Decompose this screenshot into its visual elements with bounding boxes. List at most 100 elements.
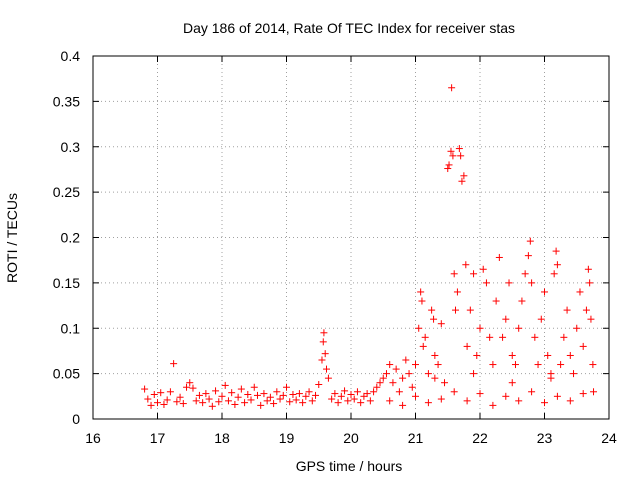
data-point <box>434 361 442 369</box>
data-point <box>347 390 355 398</box>
data-point <box>508 379 516 387</box>
data-point <box>402 356 410 364</box>
data-point <box>428 306 436 314</box>
y-tick-label: 0 <box>72 411 80 427</box>
data-point <box>444 165 452 173</box>
data-point <box>566 351 574 359</box>
data-point <box>450 388 458 396</box>
data-point <box>566 397 574 405</box>
data-point <box>299 399 307 407</box>
data-point <box>244 390 252 398</box>
data-point <box>144 395 152 403</box>
data-point <box>237 385 245 393</box>
y-tick-label: 0.3 <box>61 139 81 155</box>
data-point <box>460 172 468 180</box>
data-point <box>431 351 439 359</box>
data-point <box>173 398 181 406</box>
data-point <box>141 385 149 393</box>
data-point <box>560 333 568 341</box>
data-point <box>419 342 427 350</box>
data-point <box>515 397 523 405</box>
data-point <box>524 252 532 260</box>
data-point <box>344 397 352 405</box>
data-point <box>430 315 438 323</box>
data-point <box>511 361 519 369</box>
data-point <box>582 306 590 314</box>
chart-title: Day 186 of 2014, Rate Of TEC Index for r… <box>183 20 515 36</box>
data-point <box>589 361 597 369</box>
data-point <box>147 401 155 409</box>
x-tick-label: 18 <box>214 430 230 446</box>
data-point <box>408 383 416 391</box>
data-point <box>322 365 330 373</box>
data-point <box>205 395 213 403</box>
data-points <box>141 84 598 410</box>
data-point <box>363 390 371 398</box>
data-point <box>537 315 545 323</box>
data-point <box>170 360 178 368</box>
y-tick-label: 0.35 <box>53 93 80 109</box>
x-tick-label: 23 <box>537 430 553 446</box>
data-point <box>166 388 174 396</box>
data-point <box>308 397 316 405</box>
data-point <box>482 279 490 287</box>
x-tick-label: 21 <box>408 430 424 446</box>
data-point <box>515 324 523 332</box>
data-point <box>458 177 466 185</box>
y-tick-label: 0.25 <box>53 184 80 200</box>
data-point <box>476 390 484 398</box>
data-point <box>573 324 581 332</box>
data-point <box>547 374 555 382</box>
data-point <box>199 399 207 407</box>
data-point <box>395 388 403 396</box>
data-point <box>445 161 453 169</box>
data-point <box>247 396 255 404</box>
data-point <box>176 393 184 401</box>
data-point <box>208 402 216 410</box>
data-point <box>305 388 313 396</box>
data-point <box>212 387 220 395</box>
x-tick-label: 24 <box>601 430 617 446</box>
data-point <box>470 270 478 278</box>
data-point <box>415 324 423 332</box>
data-point <box>382 370 390 378</box>
data-point <box>376 379 384 387</box>
y-tick-label: 0.1 <box>61 320 81 336</box>
data-point <box>186 379 194 387</box>
data-point <box>241 399 249 407</box>
data-point <box>257 401 265 409</box>
data-point <box>263 397 271 405</box>
data-point <box>276 395 284 403</box>
data-point <box>324 374 332 382</box>
data-point <box>231 400 239 408</box>
data-point <box>389 379 397 387</box>
data-point <box>587 315 595 323</box>
grid <box>93 56 609 419</box>
data-point <box>466 306 474 314</box>
y-tick-label: 0.15 <box>53 275 80 291</box>
y-tick-label: 0.4 <box>61 48 81 64</box>
data-point <box>215 398 223 406</box>
data-point <box>366 397 374 405</box>
data-point <box>234 393 242 401</box>
data-point <box>379 374 387 382</box>
data-point <box>508 351 516 359</box>
data-point <box>315 381 323 389</box>
data-point <box>260 390 268 398</box>
data-point <box>195 391 203 399</box>
data-point <box>160 400 168 408</box>
data-point <box>157 389 165 397</box>
data-point <box>386 361 394 369</box>
data-point <box>441 379 449 387</box>
data-point <box>447 147 455 155</box>
x-tick-label: 16 <box>85 430 101 446</box>
data-point <box>228 389 236 397</box>
data-point <box>279 391 287 399</box>
data-point <box>218 392 226 400</box>
data-point <box>312 391 320 399</box>
data-point <box>505 279 513 287</box>
data-point <box>202 390 210 398</box>
data-point <box>463 397 471 405</box>
data-point <box>318 356 326 364</box>
